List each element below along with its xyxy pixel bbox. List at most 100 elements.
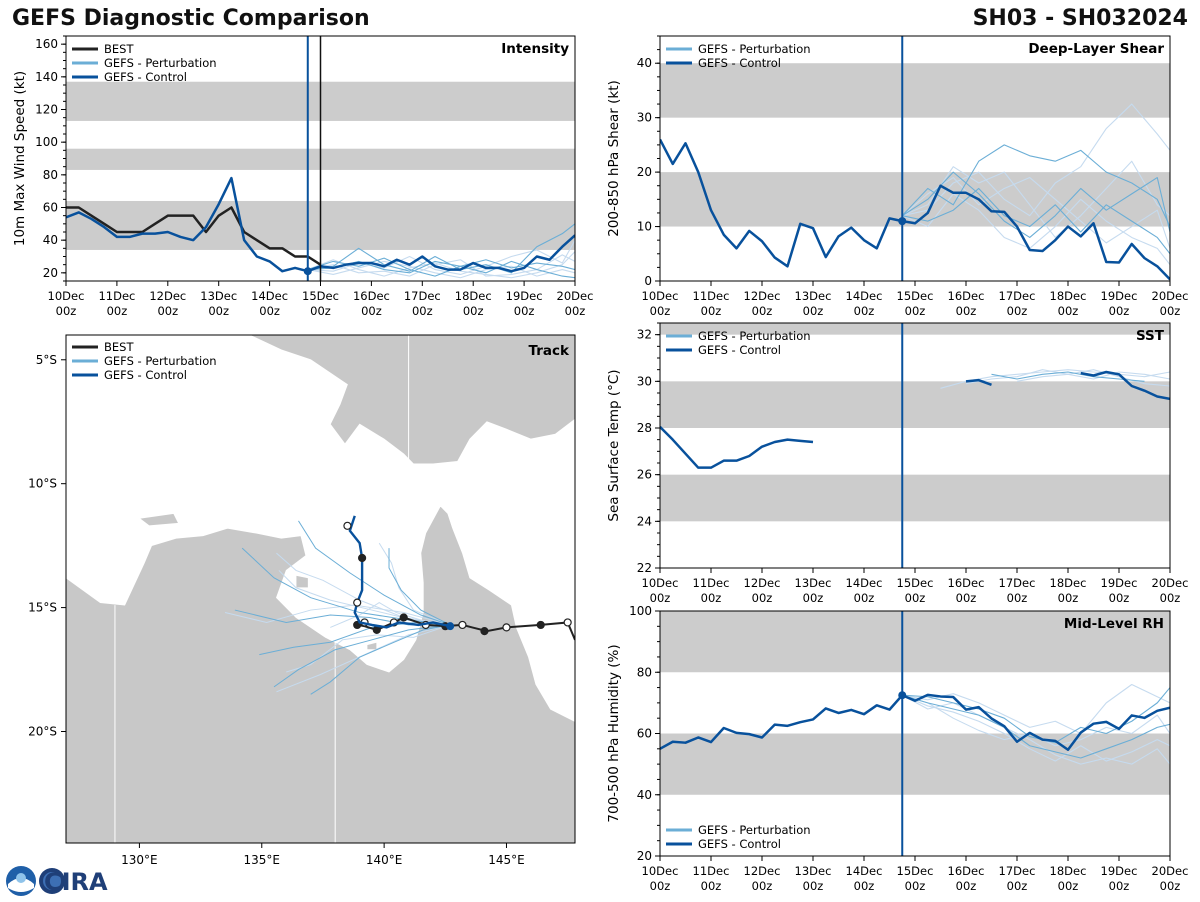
chart-sst: 22242628303210Dec00z11Dec00z12Dec00z13De… [606, 322, 1189, 605]
x-tick-sublabel: 00z [650, 304, 671, 318]
y-tick-label: 24 [637, 514, 652, 528]
x-tick-label: 10Dec [642, 864, 679, 878]
legend-label: BEST [104, 340, 134, 354]
noaa-logo-icon: CIRA [6, 866, 108, 896]
y-axis-label: Sea Surface Temp (°C) [606, 369, 622, 521]
x-tick-sublabel: 00z [1160, 591, 1181, 605]
legend-label: GEFS - Control [104, 368, 187, 382]
x-tick-sublabel: 00z [956, 879, 977, 893]
series-line-pert [991, 371, 1145, 382]
series-line-light [901, 694, 1170, 765]
x-tick-sublabel: 00z [650, 591, 671, 605]
x-tick-sublabel: 00z [854, 879, 875, 893]
ensemble-track [224, 604, 451, 626]
ensemble-track [273, 624, 451, 688]
x-tick-label: 17Dec [999, 576, 1036, 590]
shaded-band [660, 323, 1170, 335]
x-tick-sublabel: 00z [1160, 304, 1181, 318]
series-line-pert [901, 144, 1170, 227]
x-tick-label: 15Dec [897, 864, 934, 878]
x-tick-sublabel: 00z [803, 304, 824, 318]
x-tick-sublabel: 00z [803, 591, 824, 605]
chart-shear: 01020304010Dec00z11Dec00z12Dec00z13Dec00… [606, 35, 1188, 318]
x-tick-label: 16Dec [353, 289, 390, 303]
legend-label: GEFS - Perturbation [104, 354, 217, 368]
x-tick-label: 20Dec [557, 289, 594, 303]
legend-label: GEFS - Control [698, 837, 781, 851]
best-track-marker [458, 620, 467, 630]
x-tick-label: 18Dec [1050, 289, 1087, 303]
x-tick-label: 14Dec [846, 576, 883, 590]
y-tick-label: 20 [43, 266, 58, 280]
best-track-marker [502, 623, 511, 632]
series-line-light [307, 254, 575, 277]
x-tick-sublabel: 00z [701, 591, 722, 605]
y-tick-label: 30 [637, 374, 652, 388]
shaded-band [660, 172, 1170, 227]
x-tick-label: 17Dec [999, 864, 1036, 878]
series-line-pert [307, 257, 575, 279]
ensemble-track [330, 602, 451, 628]
y-tick-label: 32 [637, 328, 652, 342]
ensemble-track [310, 624, 451, 695]
series-line-pert [901, 171, 1170, 238]
x-tick-sublabel: 00z [1109, 304, 1130, 318]
x-tick-sublabel: 00z [412, 304, 433, 318]
x-tick-label: 10Dec [48, 289, 85, 303]
x-tick-sublabel: 00z [1007, 879, 1028, 893]
panel-title: Intensity [501, 41, 569, 57]
plot-area [660, 323, 1170, 522]
x-tick-sublabel: 00z [1160, 879, 1181, 893]
x-tick-sublabel: 00z [1007, 591, 1028, 605]
cira-logo: CIRA [4, 864, 114, 898]
legend-label: GEFS - Perturbation [698, 823, 811, 837]
y-tick-label: 5°S [36, 353, 57, 367]
shaded-band [660, 474, 1170, 522]
x-tick-label: 140°E [366, 853, 403, 867]
legend-label: GEFS - Control [698, 343, 781, 357]
x-tick-label: 11Dec [98, 289, 135, 303]
x-tick-sublabel: 00z [157, 304, 178, 318]
x-tick-sublabel: 00z [1058, 591, 1079, 605]
x-tick-label: 10Dec [642, 576, 679, 590]
legend-label: GEFS - Perturbation [698, 42, 811, 56]
x-tick-sublabel: 00z [956, 591, 977, 605]
ensemble-track [286, 624, 451, 673]
series-line-control [660, 138, 1170, 281]
x-tick-sublabel: 00z [1007, 304, 1028, 318]
x-tick-label: 15Dec [897, 576, 934, 590]
storm-id: SH03 - SH032024 [972, 6, 1188, 31]
series-line-pert [902, 187, 1170, 255]
x-tick-label: 14Dec [846, 289, 883, 303]
chart-track: 130°E 135°E 140°E 145°E 5°S 10°S 15°S 20°S Track… [28, 334, 576, 867]
x-tick-sublabel: 00z [752, 304, 773, 318]
init-marker [898, 691, 907, 700]
control-track-marker [358, 553, 367, 563]
y-tick-label: 10°S [28, 477, 57, 491]
x-tick-label: 15Dec [897, 289, 934, 303]
land-melville-island [138, 512, 180, 527]
y-tick-label: 60 [43, 201, 58, 215]
land-groote-eylandt [295, 574, 309, 589]
x-tick-label: 145°E [488, 853, 525, 867]
series-line-light [1016, 371, 1170, 382]
x-tick-label: 12Dec [744, 289, 781, 303]
y-tick-label: 22 [637, 561, 652, 575]
x-tick-label: 19Dec [1101, 576, 1138, 590]
best-track-marker [563, 618, 572, 627]
plot-frame [659, 322, 1171, 569]
x-tick-label: 135°E [244, 853, 281, 867]
x-tick-label: 16Dec [948, 864, 985, 878]
x-tick-sublabel: 00z [854, 304, 875, 318]
y-tick-label: 100 [629, 604, 652, 618]
x-tick-label: 11Dec [693, 289, 730, 303]
x-tick-sublabel: 00z [701, 304, 722, 318]
x-tick-sublabel: 00z [259, 304, 280, 318]
ensemble-track [298, 520, 451, 626]
x-tick-sublabel: 00z [310, 304, 331, 318]
x-tick-sublabel: 00z [565, 304, 586, 318]
x-tick-label: 20Dec [1152, 576, 1189, 590]
x-tick-sublabel: 00z [752, 879, 773, 893]
series-line-light [902, 193, 1170, 266]
